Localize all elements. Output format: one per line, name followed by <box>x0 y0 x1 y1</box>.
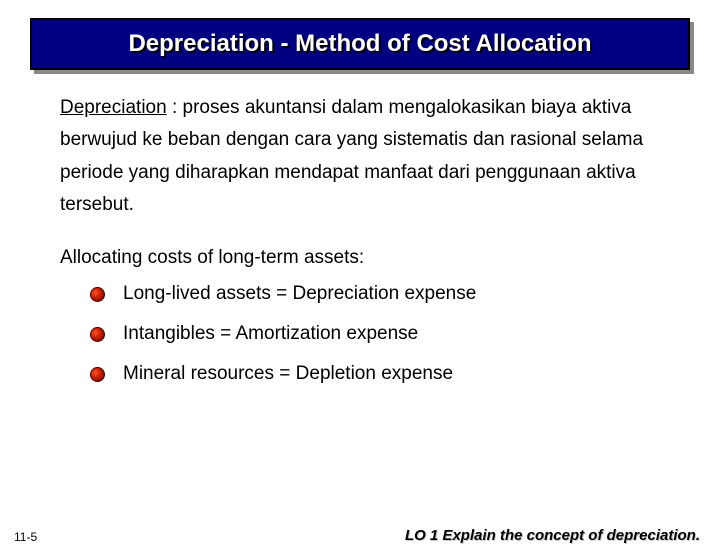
list-item: Long-lived assets = Depreciation expense <box>90 283 660 305</box>
learning-objective: LO 1 Explain the concept of depreciation… <box>405 527 700 544</box>
bullet-list: Long-lived assets = Depreciation expense… <box>60 283 660 385</box>
page-number: 11-5 <box>14 530 37 544</box>
bullet-icon <box>90 367 105 382</box>
bullet-text: Long-lived assets = Depreciation expense <box>123 283 476 305</box>
bullet-text: Mineral resources = Depletion expense <box>123 363 453 385</box>
list-item: Intangibles = Amortization expense <box>90 323 660 345</box>
bullet-icon <box>90 327 105 342</box>
subheading: Allocating costs of long-term assets: <box>60 247 660 269</box>
list-item: Mineral resources = Depletion expense <box>90 363 660 385</box>
slide-title: Depreciation - Method of Cost Allocation <box>46 30 674 58</box>
definition-term: Depreciation <box>60 97 167 118</box>
definition-paragraph: Depreciation : proses akuntansi dalam me… <box>60 92 660 221</box>
bullet-text: Intangibles = Amortization expense <box>123 323 418 345</box>
body-area: Depreciation : proses akuntansi dalam me… <box>0 70 720 385</box>
bullet-icon <box>90 287 105 302</box>
title-box: Depreciation - Method of Cost Allocation <box>30 18 690 70</box>
